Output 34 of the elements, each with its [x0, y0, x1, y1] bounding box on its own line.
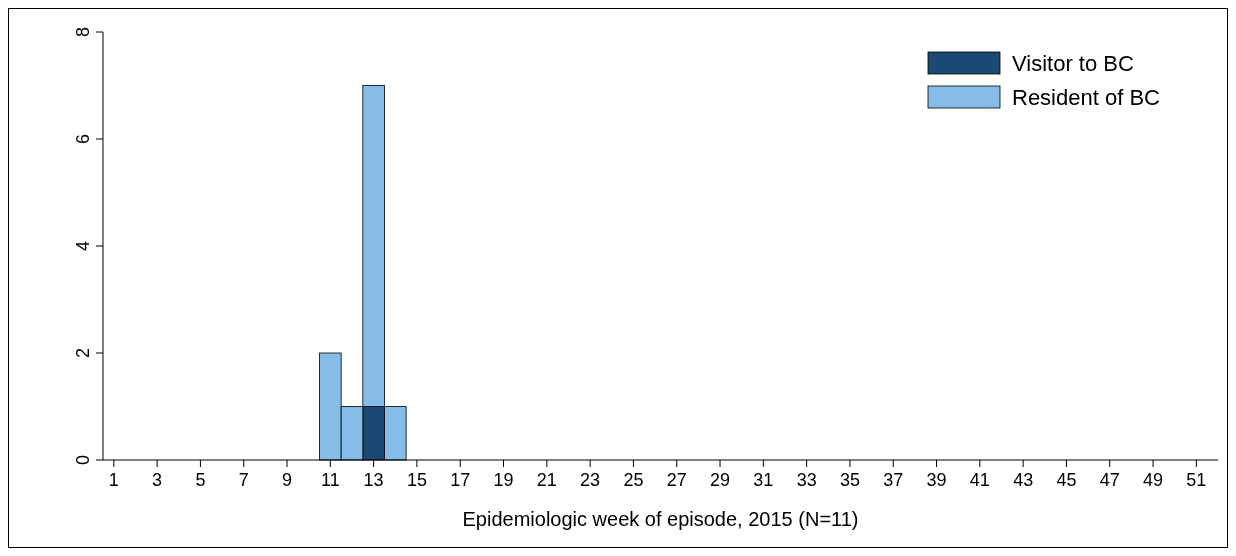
y-tick-label: 4	[73, 240, 93, 252]
x-tick-label: 29	[710, 470, 731, 490]
x-tick-label: 13	[363, 470, 384, 490]
x-tick-label: 5	[195, 470, 206, 490]
x-tick-label: 25	[623, 470, 644, 490]
y-tick-label: 0	[73, 454, 93, 466]
x-tick-label: 37	[883, 470, 904, 490]
x-tick-label: 21	[536, 470, 557, 490]
x-tick-label: 1	[108, 470, 119, 490]
y-tick-label: 8	[73, 26, 93, 38]
x-tick-label: 47	[1099, 470, 1120, 490]
x-tick-label: 45	[1056, 470, 1077, 490]
y-tick-label: 6	[73, 133, 93, 145]
x-tick-label: 9	[282, 470, 293, 490]
x-tick-label: 49	[1143, 470, 1164, 490]
x-tick-label: 11	[320, 470, 340, 490]
x-axis-title: Epidemiologic week of episode, 2015 (N=11)	[462, 508, 859, 530]
x-tick-label: 19	[493, 470, 514, 490]
x-tick-label: 15	[406, 470, 427, 490]
x-tick-label: 3	[152, 470, 163, 490]
x-tick-label: 31	[753, 470, 774, 490]
x-tick-label: 41	[969, 470, 990, 490]
legend-label: Resident of BC	[1012, 85, 1161, 110]
legend-label: Visitor to BC	[1012, 51, 1134, 76]
x-tick-label: 27	[666, 470, 687, 490]
x-tick-label: 7	[238, 470, 249, 490]
x-tick-label: 35	[839, 470, 860, 490]
x-tick-label: 33	[796, 470, 817, 490]
x-tick-label: 39	[926, 470, 947, 490]
x-tick-label: 43	[1013, 470, 1034, 490]
x-tick-label: 17	[450, 470, 471, 490]
x-tick-label: 23	[580, 470, 601, 490]
x-tick-label: 51	[1186, 470, 1207, 490]
y-tick-label: 2	[73, 347, 93, 359]
